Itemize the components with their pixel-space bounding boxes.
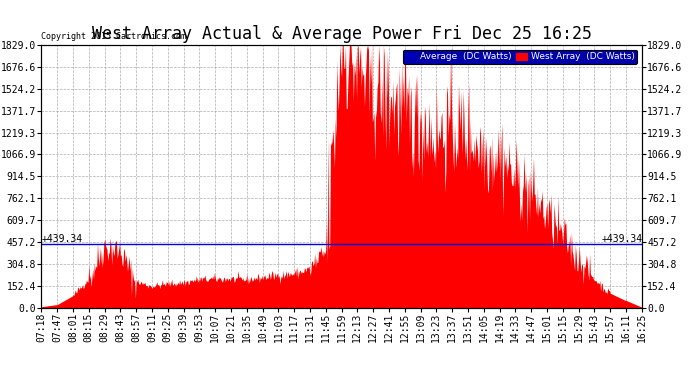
Text: Copyright 2015 Cartronics.com: Copyright 2015 Cartronics.com — [41, 32, 186, 41]
Title: West Array Actual & Average Power Fri Dec 25 16:25: West Array Actual & Average Power Fri De… — [92, 26, 591, 44]
Text: +439.34: +439.34 — [42, 234, 83, 244]
Legend: Average  (DC Watts), West Array  (DC Watts): Average (DC Watts), West Array (DC Watts… — [403, 50, 637, 64]
Text: +439.34: +439.34 — [601, 234, 642, 244]
